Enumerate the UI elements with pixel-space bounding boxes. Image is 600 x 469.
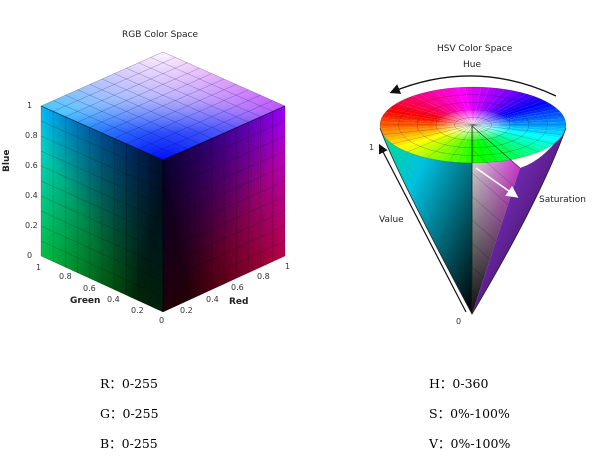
range-b: B：0-255 — [100, 436, 158, 451]
value-tick-top: 1 — [369, 143, 375, 152]
green-tick-0.6: 0.6 — [83, 284, 96, 293]
green-tick-0.4: 0.4 — [107, 295, 120, 304]
red-tick-0.6: 0.6 — [231, 283, 244, 292]
blue-tick-0.8: 0.8 — [25, 131, 38, 140]
range-h: H：0-360 — [429, 376, 489, 391]
red-tick-0.8: 0.8 — [257, 272, 270, 281]
green-tick-0.2: 0.2 — [131, 306, 144, 315]
red-tick-1: 1 — [285, 262, 291, 271]
hsv-cone-left-side — [380, 118, 472, 315]
range-s: S：0%-100% — [429, 406, 510, 421]
green-axis-label: Green — [70, 296, 101, 306]
hsv-title: HSV Color Space — [437, 44, 513, 54]
blue-tick-0.4: 0.4 — [25, 191, 38, 200]
green-tick-0.8: 0.8 — [59, 272, 72, 281]
hue-label: Hue — [463, 60, 482, 70]
hsv-cone-diagram — [378, 75, 567, 315]
hsv-cone-right-side — [472, 128, 566, 314]
value-arrow — [378, 143, 467, 313]
range-r: R：0-255 — [100, 376, 158, 391]
blue-tick-0.6: 0.6 — [25, 161, 38, 170]
value-label: Value — [379, 215, 404, 225]
range-v: V：0%-100% — [429, 436, 511, 451]
red-tick-0.4: 0.4 — [206, 295, 219, 304]
range-g: G：0-255 — [100, 406, 159, 421]
rgb-title: RGB Color Space — [122, 30, 199, 40]
red-tick-0.2: 0.2 — [180, 306, 193, 315]
red-axis-label: Red — [229, 297, 249, 307]
blue-tick-0: 0 — [27, 251, 33, 260]
rgb-cube-grid — [40, 51, 286, 313]
rgb-left-face — [41, 106, 163, 312]
saturation-label: Saturation — [539, 195, 586, 205]
blue-axis-label: Blue — [2, 149, 12, 172]
blue-tick-1: 1 — [27, 101, 33, 110]
saturation-arrow — [475, 167, 519, 198]
green-tick-1: 1 — [36, 263, 42, 272]
blue-tick-0.2: 0.2 — [25, 221, 38, 230]
hsv-cone-grid — [379, 86, 567, 296]
rgb-right-face — [163, 106, 285, 312]
red-tick-0: 0 — [159, 316, 165, 325]
value-tick-bottom: 0 — [456, 317, 462, 326]
hue-arrow — [389, 75, 557, 97]
